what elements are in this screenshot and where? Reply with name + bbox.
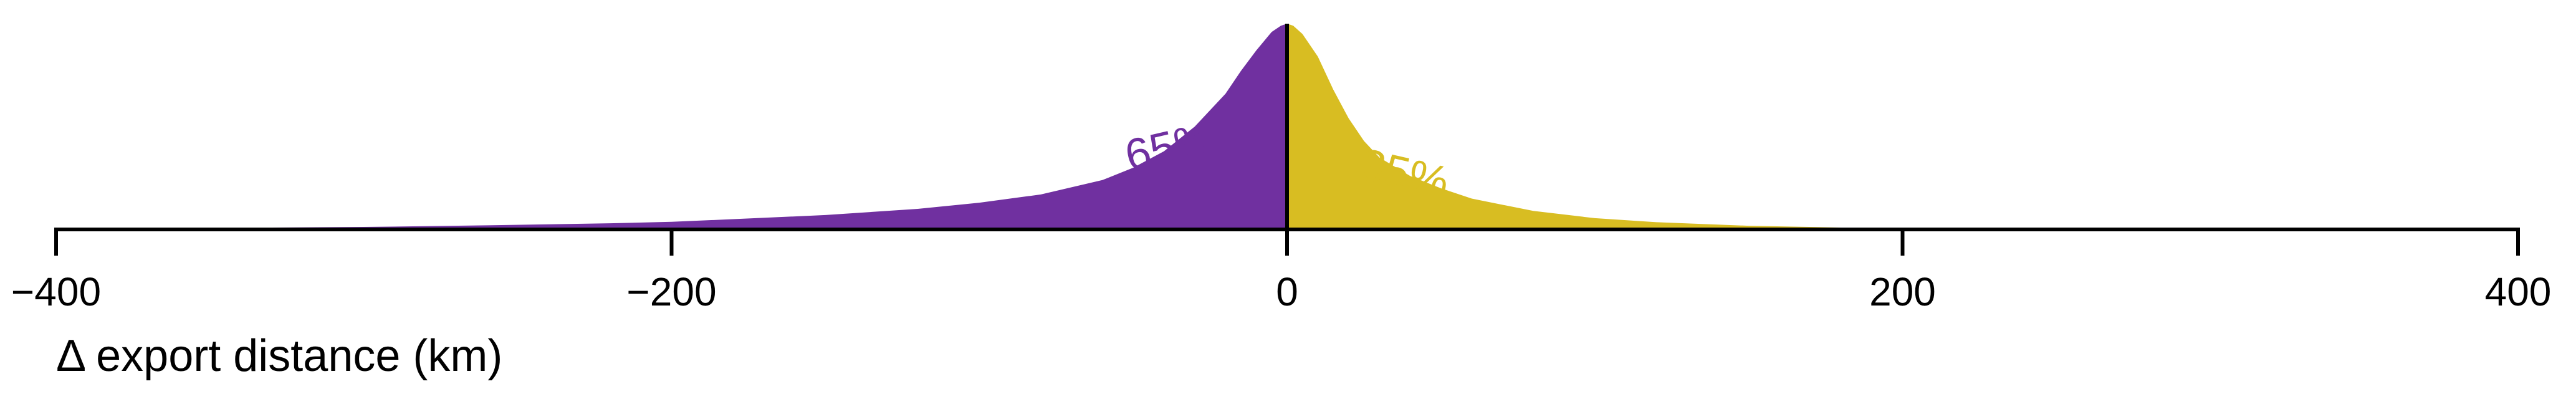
x-tick-label: 200 xyxy=(1869,269,1936,314)
x-tick-label: 0 xyxy=(1276,269,1298,314)
x-tick-label: 400 xyxy=(2485,269,2552,314)
positive-area xyxy=(1287,24,2518,229)
density-areas xyxy=(56,24,2518,229)
x-axis-title: Δ export distance (km) xyxy=(56,331,502,381)
negative-area xyxy=(56,24,1287,229)
x-tick-label: −200 xyxy=(626,269,716,314)
x-axis: −400 −200 0 200 400 xyxy=(11,228,2551,314)
x-tick-label: −400 xyxy=(11,269,101,314)
